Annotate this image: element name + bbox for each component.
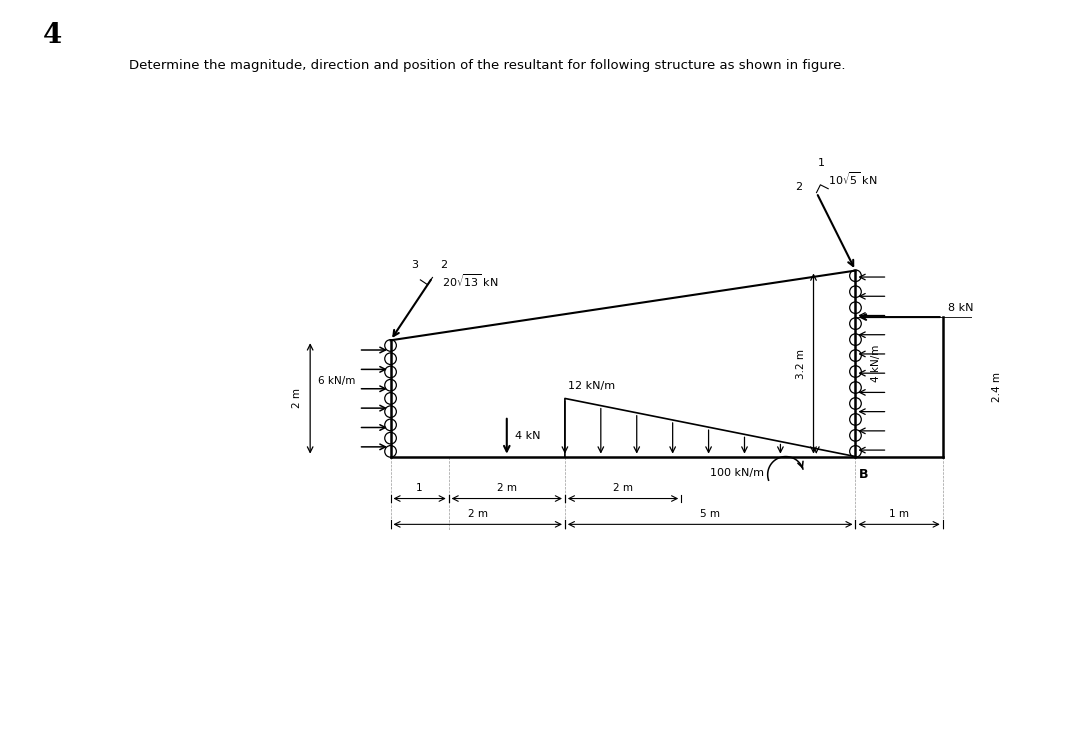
Text: 1 m: 1 m (890, 509, 909, 519)
Text: 2: 2 (440, 259, 447, 270)
Text: 2 m: 2 m (467, 509, 488, 519)
Text: 8 kN: 8 kN (948, 303, 974, 313)
Text: 2: 2 (795, 183, 802, 192)
Text: B: B (858, 468, 868, 481)
Text: 2.4 m: 2.4 m (992, 371, 1003, 402)
Text: 5 m: 5 m (700, 509, 721, 519)
Text: 3: 3 (411, 259, 418, 270)
Text: 6 kN/m: 6 kN/m (318, 376, 355, 386)
Text: 2 m: 2 m (293, 388, 303, 408)
Text: 4: 4 (43, 22, 62, 49)
Text: 4 kN/m: 4 kN/m (871, 345, 881, 383)
Text: 1: 1 (417, 483, 423, 493)
Text: 20$\sqrt{13}$ kN: 20$\sqrt{13}$ kN (443, 273, 499, 289)
Text: 1: 1 (819, 158, 825, 168)
Text: 10$\sqrt{5}$ kN: 10$\sqrt{5}$ kN (828, 171, 878, 187)
Text: 3.2 m: 3.2 m (796, 349, 806, 379)
Text: 4 kN: 4 kN (515, 431, 540, 441)
Text: Determine the magnitude, direction and position of the resultant for following s: Determine the magnitude, direction and p… (129, 59, 845, 72)
Text: 2 m: 2 m (496, 483, 517, 493)
Text: 12 kN/m: 12 kN/m (569, 381, 615, 391)
Text: 2 m: 2 m (613, 483, 633, 493)
Text: 100 kN/m: 100 kN/m (710, 468, 765, 478)
